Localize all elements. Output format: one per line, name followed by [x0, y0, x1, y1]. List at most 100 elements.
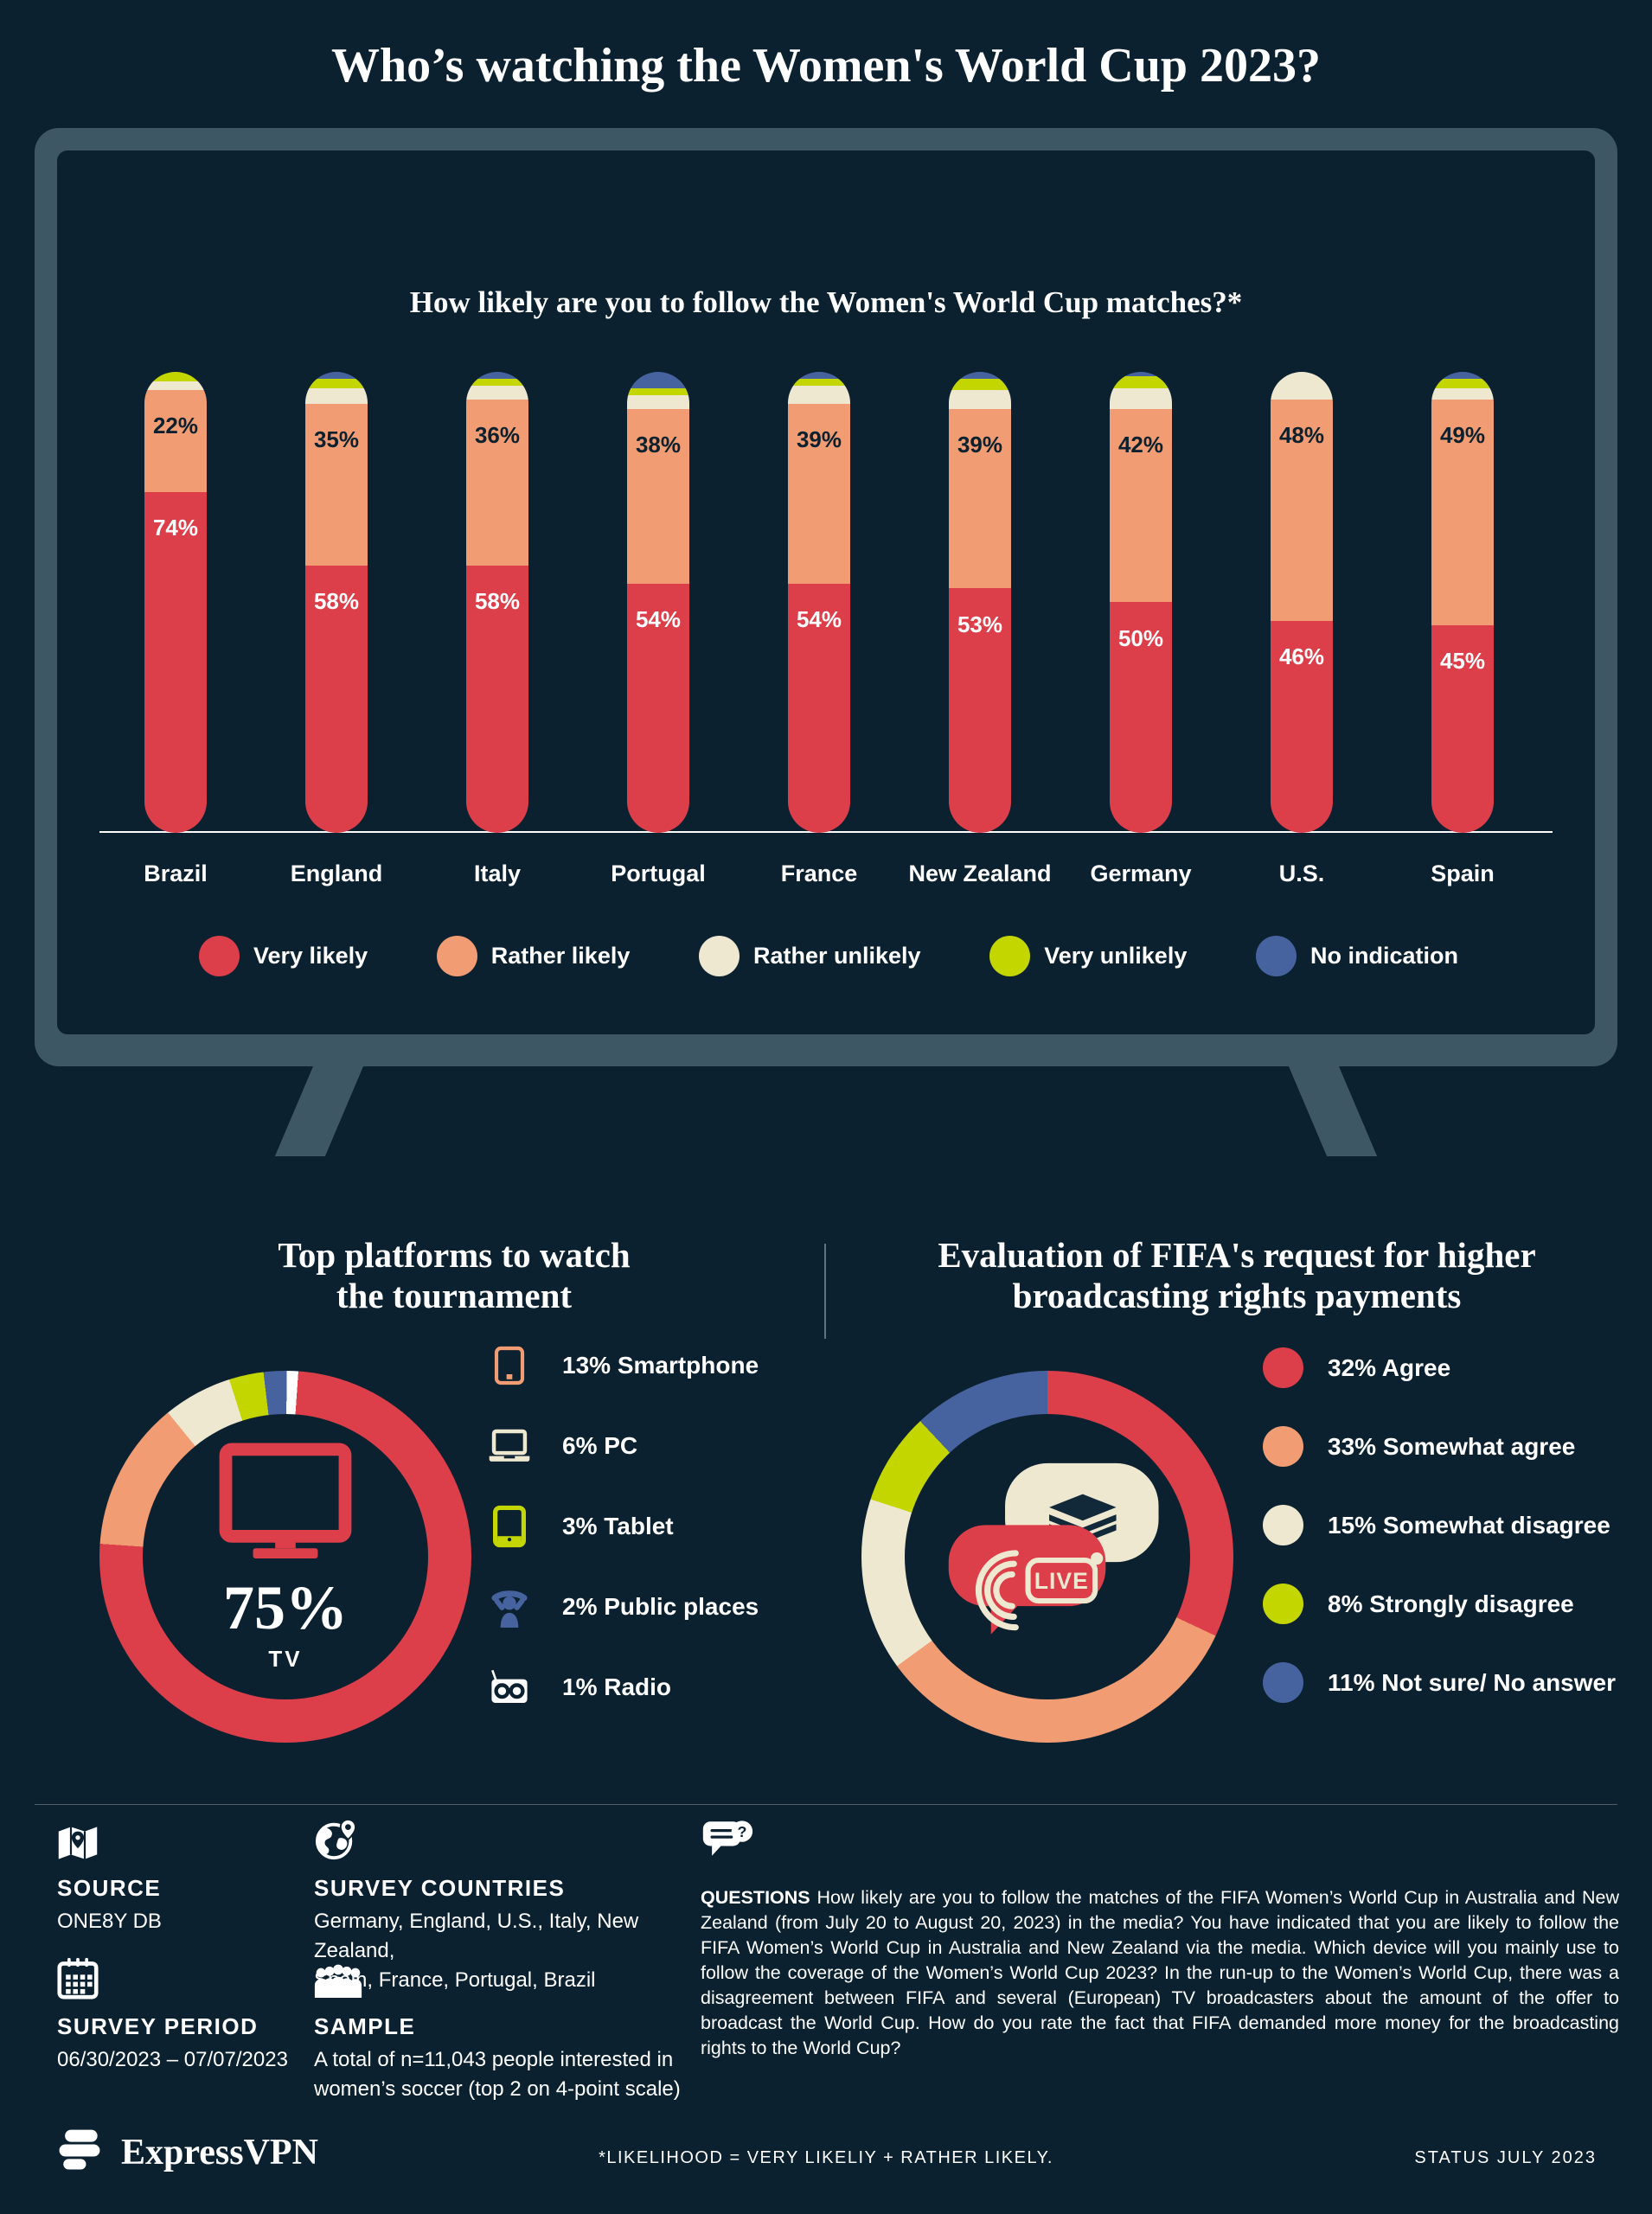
segment — [627, 387, 689, 395]
fifa-legend-dot — [1263, 1505, 1303, 1545]
bar-value-label: 74% — [152, 514, 199, 541]
fifa-section-title: Evaluation of FIFA's request for higher … — [865, 1235, 1609, 1316]
tv-icon — [217, 1442, 354, 1564]
bar-portugal: 38% 54% — [627, 372, 689, 833]
questions-heading: QUESTIONS — [701, 1887, 810, 1908]
legend-item: Rather unlikely — [699, 936, 921, 976]
questions-text: How likely are you to follow the matches… — [701, 1887, 1620, 2058]
map-icon — [57, 1813, 162, 1861]
legend-dot — [436, 936, 477, 976]
questions-block: ? QUESTIONS How likely are you to follow… — [701, 1811, 1619, 2061]
bar-value-label: 53% — [957, 611, 1003, 637]
bar-value-label: 50% — [1117, 624, 1164, 651]
segment — [788, 372, 850, 379]
bar-u-s-: 48% 46% — [1271, 372, 1333, 833]
fifa-donut-chart: LIVE — [861, 1371, 1233, 1743]
segment — [1431, 387, 1494, 400]
legend-item: No indication — [1256, 936, 1458, 976]
bar-value-label: 48% — [1278, 421, 1325, 448]
fifa-legend-dot — [1263, 1662, 1303, 1703]
legend-label: Rather likely — [490, 943, 631, 969]
category-label: France — [780, 861, 858, 886]
segment — [949, 390, 1011, 409]
source-heading: SOURCE — [57, 1875, 162, 1901]
segment — [1110, 387, 1172, 409]
bar-new-zealand: 39% 53% — [949, 372, 1011, 833]
fifa-donut-center: LIVE — [905, 1414, 1190, 1699]
category-label: U.S. — [1278, 861, 1325, 886]
fifa-legend-row: 32% Agree — [1263, 1328, 1616, 1407]
platform-label: 3% Tablet — [562, 1512, 674, 1539]
tv-leg-left — [274, 1066, 363, 1156]
fifa-legend-label: 15% Somewhat disagree — [1328, 1511, 1610, 1539]
segment — [1110, 602, 1172, 833]
fifa-legend-row: 33% Somewhat agree — [1263, 1407, 1616, 1486]
tv-leg-right — [1289, 1066, 1378, 1156]
segment — [1271, 620, 1333, 833]
segment — [949, 372, 1011, 379]
legend-dot — [1256, 936, 1297, 976]
live-badge: LIVE — [1034, 1567, 1089, 1593]
smartphone-icon — [484, 1345, 535, 1386]
segment — [788, 404, 850, 585]
survey-countries-heading: SURVEY COUNTRIES — [314, 1875, 566, 1901]
platforms-center-value: 75% — [223, 1572, 348, 1642]
platform-label: 6% PC — [562, 1431, 638, 1459]
bar-value-label: 54% — [635, 606, 682, 633]
sample-block: SAMPLE A total of n=11,043 people intere… — [314, 1951, 720, 2104]
status-label: STATUS JULY 2023 — [1414, 2148, 1597, 2167]
segment — [627, 394, 689, 409]
platforms-donut-center: 75% TV — [143, 1414, 428, 1699]
fifa-legend: 32% Agree 33% Somewhat agree 15% Somewhat … — [1263, 1328, 1616, 1722]
globe-icon — [314, 1813, 712, 1861]
segment — [627, 584, 689, 833]
live-broadcast-money-icon: LIVE — [915, 1440, 1180, 1674]
segment — [949, 588, 1011, 833]
sample-heading: SAMPLE — [314, 2013, 416, 2039]
calendar-icon — [57, 1951, 288, 2000]
bar-value-label: 36% — [474, 421, 521, 448]
category-label: New Zealand — [908, 861, 1052, 886]
sample-line1: A total of n=11,043 people interested in — [314, 2048, 674, 2071]
bar-value-label: 22% — [152, 413, 199, 439]
legend-dot — [989, 936, 1031, 976]
platforms-title-line2: the tournament — [336, 1276, 573, 1315]
bar-value-label: 39% — [957, 431, 1003, 458]
fifa-legend-row: 15% Somewhat disagree — [1263, 1486, 1616, 1565]
segment — [627, 408, 689, 585]
category-label: England — [290, 861, 383, 886]
expressvpn-logo-icon — [54, 2124, 106, 2180]
segment — [949, 408, 1011, 589]
source-text: ONE8Y DB — [57, 1910, 162, 1933]
bar-value-label: 58% — [474, 587, 521, 614]
platforms-title-line1: Top platforms to watch — [278, 1235, 631, 1275]
legend-item: Very likely — [199, 936, 368, 976]
platform-label: 1% Radio — [562, 1673, 672, 1700]
bar-value-label: 38% — [635, 431, 682, 458]
legend-dot — [699, 936, 740, 976]
survey-period-text: 06/30/2023 – 07/07/2023 — [57, 2048, 288, 2071]
brand-logo: ExpressVPN — [54, 2124, 318, 2180]
fifa-legend-dot — [1263, 1584, 1303, 1624]
segment — [1431, 399, 1494, 626]
platforms-center-label: TV — [268, 1645, 303, 1672]
platform-row: 3% Tablet — [484, 1486, 759, 1566]
fifa-legend-label: 32% Agree — [1328, 1353, 1451, 1381]
segment — [305, 565, 368, 833]
category-label: Germany — [1090, 861, 1192, 886]
legend-item: Rather likely — [436, 936, 631, 976]
bar-value-label: 42% — [1117, 431, 1164, 458]
platform-row: 13% Smartphone — [484, 1325, 759, 1405]
category-label: Spain — [1431, 861, 1495, 886]
fifa-title-line2: broadcasting rights payments — [1012, 1276, 1462, 1315]
platform-label: 13% Smartphone — [562, 1351, 759, 1379]
public-places-icon — [484, 1586, 535, 1628]
bar-brazil: 22% 74% — [144, 372, 207, 833]
segment — [1431, 378, 1494, 388]
pc-icon — [484, 1429, 535, 1463]
legend-item: Very unlikely — [989, 936, 1187, 976]
platform-row: 6% PC — [484, 1405, 759, 1486]
platforms-section-title: Top platforms to watch the tournament — [177, 1235, 731, 1316]
segment — [305, 378, 368, 388]
segment — [466, 399, 528, 566]
